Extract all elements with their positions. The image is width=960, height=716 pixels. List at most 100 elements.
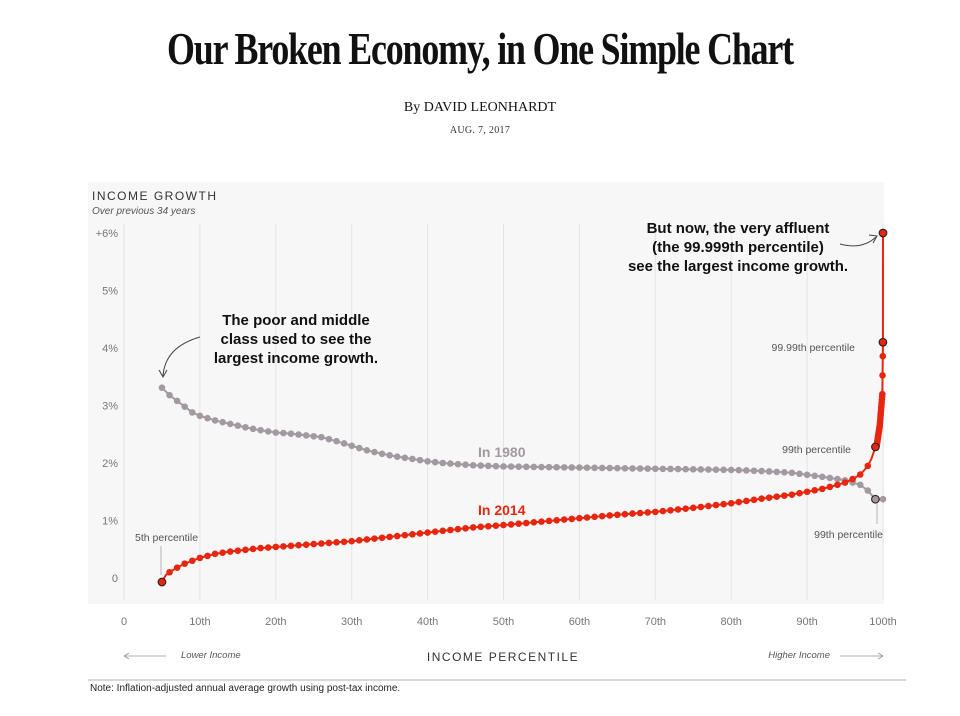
x-axis-label: INCOME PERCENTILE xyxy=(427,650,579,664)
footnote: Note: Inflation-adjusted annual average … xyxy=(90,683,401,694)
series-point xyxy=(811,472,818,480)
series-point xyxy=(310,540,318,548)
series-point xyxy=(644,509,652,516)
series-point xyxy=(659,465,667,473)
series-point xyxy=(242,546,249,554)
series-1980 xyxy=(158,384,887,504)
series-point xyxy=(553,516,560,524)
series-point xyxy=(393,453,401,460)
series-point xyxy=(636,465,644,472)
y-tick-label: +6% xyxy=(96,228,119,240)
series-point xyxy=(773,493,781,500)
series-point xyxy=(211,550,219,558)
annotation-line: But now, the very affluent xyxy=(647,220,830,237)
series-point xyxy=(576,514,583,522)
series-point xyxy=(652,508,659,516)
series-point xyxy=(431,458,439,466)
series-point xyxy=(257,544,264,552)
series-point xyxy=(318,433,325,441)
series-point xyxy=(856,471,864,478)
x-tick-label: 70th xyxy=(645,616,666,628)
series-point xyxy=(234,547,242,554)
series-point xyxy=(378,534,386,542)
left-arrow-icon xyxy=(123,652,130,660)
series-point xyxy=(454,460,462,468)
series-point xyxy=(545,463,553,471)
series-point xyxy=(796,470,803,478)
right-arrow-icon xyxy=(877,652,884,660)
annotation-affluent: But now, the very affluent (the 99.999th… xyxy=(628,220,848,275)
series-point xyxy=(348,537,356,545)
series-point xyxy=(530,463,538,471)
series-point xyxy=(803,471,811,479)
series-point xyxy=(834,475,841,483)
headline: Our Broken Economy, in One Simple Chart xyxy=(167,23,794,74)
series-point xyxy=(507,463,515,470)
series-point xyxy=(629,510,636,517)
y-tick-label: 5% xyxy=(102,286,118,298)
series-point xyxy=(576,464,583,471)
series-point xyxy=(264,428,272,435)
series-point xyxy=(386,451,393,459)
series-point xyxy=(538,518,545,525)
series-point xyxy=(636,509,644,517)
series-point xyxy=(553,463,560,471)
series-point xyxy=(416,456,424,464)
series-point xyxy=(234,422,242,429)
series-point xyxy=(219,418,226,426)
series-point xyxy=(727,466,735,474)
x-tick-label: 50th xyxy=(493,616,514,628)
series-point xyxy=(682,465,689,473)
annotation-line: see the largest income growth. xyxy=(628,258,848,275)
y-tick-label: 2% xyxy=(102,458,118,470)
series-point xyxy=(652,465,659,473)
series-point xyxy=(705,502,712,510)
series-point xyxy=(386,533,393,541)
series-point xyxy=(712,466,720,473)
x-tick-label: 90th xyxy=(796,616,817,628)
series-point xyxy=(765,468,773,475)
series-point xyxy=(864,487,872,494)
series-point xyxy=(204,414,211,422)
series-point xyxy=(287,430,295,437)
series-point xyxy=(196,412,204,420)
series-point xyxy=(712,501,720,509)
series-point xyxy=(333,539,340,546)
series-point xyxy=(302,541,310,548)
x-tick-label: 80th xyxy=(720,616,741,628)
highlight-point xyxy=(878,228,888,238)
series-point xyxy=(166,391,173,399)
x-tick-label: 10th xyxy=(189,616,210,628)
series-point xyxy=(158,384,166,391)
series-point xyxy=(530,519,538,526)
series-point xyxy=(720,466,727,474)
series-point xyxy=(515,463,522,470)
series-point xyxy=(173,397,181,405)
series-point xyxy=(272,429,280,436)
series-point xyxy=(697,466,705,473)
series-point xyxy=(302,432,310,439)
annotation-arrow-icon xyxy=(839,236,877,247)
series-point xyxy=(667,465,674,473)
series-point xyxy=(621,510,629,518)
series-point xyxy=(264,544,272,551)
x-axis-tick-labels: 0 10th 20th 30th 40th 50th 60th 70th 80th 90th 100… xyxy=(121,616,897,628)
series-point xyxy=(826,474,834,482)
series-point xyxy=(325,539,333,547)
annotation-arrowhead-icon xyxy=(868,234,878,244)
series-point xyxy=(841,479,849,486)
series-point xyxy=(409,455,416,463)
series-label-1980: In 1980 xyxy=(478,444,526,460)
series-point xyxy=(879,495,887,503)
series-point xyxy=(697,503,705,511)
series-point xyxy=(173,564,181,571)
series-point xyxy=(226,420,234,428)
chart-subtitle: Over previous 34 years xyxy=(92,206,195,217)
series-point xyxy=(720,500,727,508)
series-point xyxy=(667,506,674,514)
series-point xyxy=(818,473,826,481)
series-point xyxy=(856,481,864,489)
series-point xyxy=(849,475,856,483)
series-point xyxy=(606,464,614,472)
